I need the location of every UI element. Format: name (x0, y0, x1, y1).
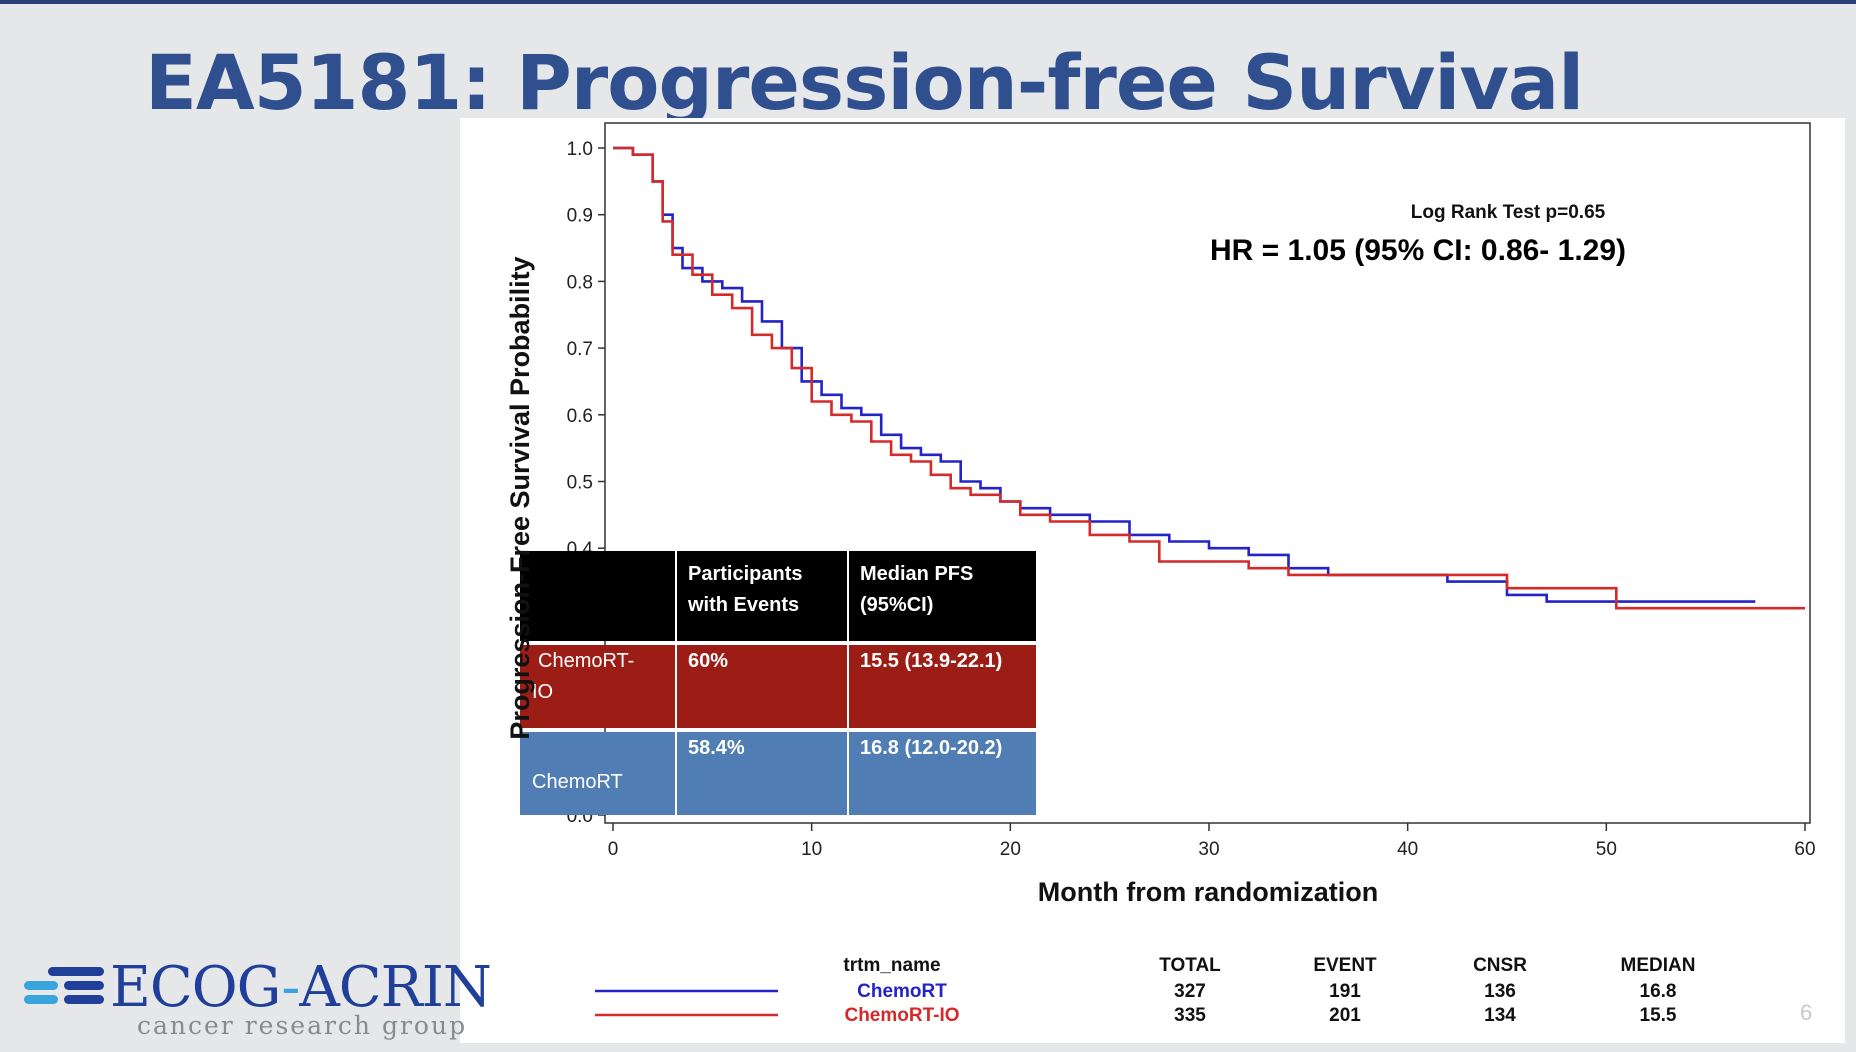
summary-table-median-cell: 15.5 (13.9-22.1) (860, 650, 1002, 672)
legend-median: 16.8 (1640, 981, 1677, 1002)
summary-table-row-bg (520, 732, 1036, 815)
summary-table-header-cell: Participants (688, 563, 802, 585)
logo-bars-icon (24, 965, 104, 1009)
summary-table-arm-label: ChemoRT (532, 771, 623, 793)
x-tick-label: 0 (608, 839, 619, 860)
y-tick-label: 0.6 (567, 406, 593, 427)
y-tick-label: 0.8 (567, 272, 593, 293)
ecog-acrin-logo: ECOG-ACRIN cancer research group (24, 955, 492, 1045)
legend-event: 201 (1329, 1005, 1361, 1026)
km-curve-chemort-io (613, 146, 1805, 610)
chart-panel: 0.00.10.20.30.40.50.60.70.80.91.0 010203… (460, 118, 1845, 1043)
legend-event: 191 (1329, 981, 1361, 1002)
log-rank-annotation: Log Rank Test p=0.65 (1411, 202, 1606, 223)
legend-median: 15.5 (1640, 1005, 1677, 1026)
legend-header-cnsr: CNSR (1473, 955, 1527, 976)
summary-table-events-cell: 58.4% (688, 737, 745, 759)
summary-table-header-cell: with Events (687, 594, 799, 616)
legend-header-trtm-name: trtm_name (843, 955, 940, 976)
y-tick-label: 0.5 (567, 473, 593, 494)
logo-wordmark: ECOG-ACRIN (110, 955, 492, 1020)
km-chart: 0.00.10.20.30.40.50.60.70.80.91.0 010203… (505, 122, 1816, 1026)
summary-table-header-cell: (95%CI) (860, 594, 933, 616)
legend-arm-name: ChemoRT (857, 981, 947, 1002)
summary-table-median-cell: 16.8 (12.0-20.2) (860, 737, 1002, 759)
y-tick-label: 0.9 (567, 206, 593, 227)
legend-arm-name: ChemoRT-IO (844, 1005, 959, 1026)
summary-table-header-bg (520, 551, 1036, 641)
x-tick-label: 20 (1000, 839, 1021, 860)
y-tick-label: 1.0 (567, 139, 593, 160)
x-tick-label: 40 (1397, 839, 1418, 860)
legend-header-median: MEDIAN (1621, 955, 1696, 976)
summary-table-arm-label: IO (532, 681, 553, 703)
x-axis-title: Month from randomization (1038, 877, 1378, 907)
logo-subtitle: cancer research group (137, 1011, 468, 1040)
legend-header-total: TOTAL (1159, 955, 1221, 976)
x-tick-label: 50 (1596, 839, 1617, 860)
plot-frame (604, 122, 1811, 824)
slide-title: EA5181: Progression-free Survival (145, 38, 1584, 127)
x-tick-label: 60 (1794, 839, 1815, 860)
summary-table-row-bg (520, 645, 1036, 728)
legend-total: 327 (1174, 981, 1206, 1002)
x-tick-label: 10 (801, 839, 822, 860)
hazard-ratio-annotation: HR = 1.05 (95% CI: 0.86- 1.29) (1210, 234, 1626, 267)
legend-total: 335 (1174, 1005, 1206, 1026)
summary-table-header-cell: Median PFS (860, 563, 973, 585)
top-rule (0, 0, 1856, 4)
legend-cnsr: 136 (1484, 981, 1516, 1002)
page-number: 6 (1800, 1000, 1813, 1025)
summary-table-arm-label: ChemoRT- (538, 650, 634, 672)
y-axis-title: Progression-Free Survival Probability (505, 256, 535, 739)
legend-cnsr: 134 (1484, 1005, 1516, 1026)
y-tick-label: 0.7 (567, 339, 593, 360)
legend-header-event: EVENT (1313, 955, 1377, 976)
x-tick-label: 30 (1198, 839, 1219, 860)
summary-table-events-cell: 60% (688, 650, 728, 672)
